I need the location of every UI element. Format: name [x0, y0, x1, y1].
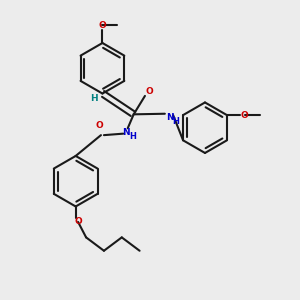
Text: N: N — [167, 113, 174, 122]
Text: O: O — [98, 21, 106, 30]
Text: O: O — [146, 87, 153, 96]
Text: O: O — [96, 121, 103, 130]
Text: N: N — [122, 128, 130, 137]
Text: H: H — [173, 117, 180, 126]
Text: O: O — [241, 111, 249, 120]
Text: O: O — [74, 218, 82, 226]
Text: H: H — [129, 132, 136, 141]
Text: H: H — [90, 94, 98, 103]
